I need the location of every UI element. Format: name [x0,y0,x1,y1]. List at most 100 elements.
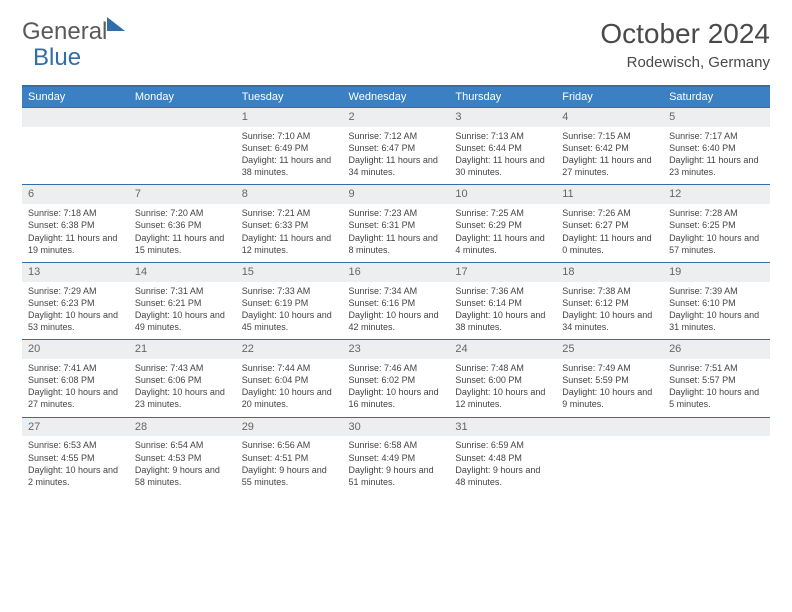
day-number: 27 [22,418,129,437]
day-cell: 10Sunrise: 7:25 AMSunset: 6:29 PMDayligh… [449,185,556,262]
sunrise-text: Sunrise: 7:26 AM [562,207,657,219]
day-body: Sunrise: 7:34 AMSunset: 6:16 PMDaylight:… [343,282,450,334]
day-number: 23 [343,340,450,359]
location-title: Rodewisch, Germany [600,54,770,71]
day-body: Sunrise: 7:43 AMSunset: 6:06 PMDaylight:… [129,359,236,411]
day-number: 4 [556,108,663,127]
day-number: 6 [22,185,129,204]
sunset-text: Sunset: 6:44 PM [455,142,550,154]
day-cell: 19Sunrise: 7:39 AMSunset: 6:10 PMDayligh… [663,262,770,339]
day-cell: 18Sunrise: 7:38 AMSunset: 6:12 PMDayligh… [556,262,663,339]
day-number: 12 [663,185,770,204]
day-number: 7 [129,185,236,204]
sunset-text: Sunset: 6:47 PM [349,142,444,154]
day-cell: 26Sunrise: 7:51 AMSunset: 5:57 PMDayligh… [663,340,770,417]
day-number: 25 [556,340,663,359]
day-number: 26 [663,340,770,359]
daylight-text: Daylight: 9 hours and 48 minutes. [455,464,550,488]
day-number: 16 [343,263,450,282]
day-cell: 3Sunrise: 7:13 AMSunset: 6:44 PMDaylight… [449,108,556,185]
day-cell: 9Sunrise: 7:23 AMSunset: 6:31 PMDaylight… [343,185,450,262]
day-body: Sunrise: 7:17 AMSunset: 6:40 PMDaylight:… [663,127,770,179]
day-cell: 11Sunrise: 7:26 AMSunset: 6:27 PMDayligh… [556,185,663,262]
sunrise-text: Sunrise: 7:15 AM [562,130,657,142]
sunrise-text: Sunrise: 6:54 AM [135,439,230,451]
sunrise-text: Sunrise: 7:29 AM [28,285,123,297]
daylight-text: Daylight: 10 hours and 2 minutes. [28,464,123,488]
day-number: 9 [343,185,450,204]
sunset-text: Sunset: 6:14 PM [455,297,550,309]
col-thu: Thursday [449,86,556,108]
brand-part2: Blue [33,44,81,72]
sunrise-text: Sunrise: 7:51 AM [669,362,764,374]
day-number: 5 [663,108,770,127]
col-sun: Sunday [22,86,129,108]
daylight-text: Daylight: 10 hours and 9 minutes. [562,386,657,410]
calendar-body: 1Sunrise: 7:10 AMSunset: 6:49 PMDaylight… [22,108,770,495]
day-cell: 12Sunrise: 7:28 AMSunset: 6:25 PMDayligh… [663,185,770,262]
sunset-text: Sunset: 6:02 PM [349,374,444,386]
day-body: Sunrise: 6:56 AMSunset: 4:51 PMDaylight:… [236,436,343,488]
sunset-text: Sunset: 5:59 PM [562,374,657,386]
daylight-text: Daylight: 10 hours and 31 minutes. [669,309,764,333]
sunrise-text: Sunrise: 7:49 AM [562,362,657,374]
day-body: Sunrise: 7:41 AMSunset: 6:08 PMDaylight:… [22,359,129,411]
daylight-text: Daylight: 11 hours and 15 minutes. [135,232,230,256]
day-number: 31 [449,418,556,437]
calendar-table: Sunday Monday Tuesday Wednesday Thursday… [22,85,770,494]
sunrise-text: Sunrise: 7:28 AM [669,207,764,219]
sunset-text: Sunset: 4:55 PM [28,452,123,464]
sunset-text: Sunset: 6:33 PM [242,219,337,231]
day-cell: 20Sunrise: 7:41 AMSunset: 6:08 PMDayligh… [22,340,129,417]
day-cell: 14Sunrise: 7:31 AMSunset: 6:21 PMDayligh… [129,262,236,339]
calendar-head: Sunday Monday Tuesday Wednesday Thursday… [22,86,770,108]
sunrise-text: Sunrise: 7:38 AM [562,285,657,297]
sunrise-text: Sunrise: 7:39 AM [669,285,764,297]
day-number: 17 [449,263,556,282]
day-cell: 4Sunrise: 7:15 AMSunset: 6:42 PMDaylight… [556,108,663,185]
day-body: Sunrise: 7:25 AMSunset: 6:29 PMDaylight:… [449,204,556,256]
sunrise-text: Sunrise: 7:43 AM [135,362,230,374]
week-row: 6Sunrise: 7:18 AMSunset: 6:38 PMDaylight… [22,185,770,262]
daylight-text: Daylight: 10 hours and 53 minutes. [28,309,123,333]
day-cell: 28Sunrise: 6:54 AMSunset: 4:53 PMDayligh… [129,417,236,494]
sunset-text: Sunset: 6:36 PM [135,219,230,231]
day-cell: 13Sunrise: 7:29 AMSunset: 6:23 PMDayligh… [22,262,129,339]
daylight-text: Daylight: 9 hours and 58 minutes. [135,464,230,488]
day-cell: 30Sunrise: 6:58 AMSunset: 4:49 PMDayligh… [343,417,450,494]
sunset-text: Sunset: 4:48 PM [455,452,550,464]
sunrise-text: Sunrise: 7:21 AM [242,207,337,219]
sunrise-text: Sunrise: 7:48 AM [455,362,550,374]
title-block: October 2024 Rodewisch, Germany [600,18,770,71]
day-body: Sunrise: 7:20 AMSunset: 6:36 PMDaylight:… [129,204,236,256]
sunrise-text: Sunrise: 7:25 AM [455,207,550,219]
day-number: 28 [129,418,236,437]
daylight-text: Daylight: 10 hours and 57 minutes. [669,232,764,256]
col-tue: Tuesday [236,86,343,108]
sunrise-text: Sunrise: 7:41 AM [28,362,123,374]
month-title: October 2024 [600,18,770,50]
col-fri: Friday [556,86,663,108]
daylight-text: Daylight: 11 hours and 27 minutes. [562,154,657,178]
day-cell: 27Sunrise: 6:53 AMSunset: 4:55 PMDayligh… [22,417,129,494]
day-body: Sunrise: 7:28 AMSunset: 6:25 PMDaylight:… [663,204,770,256]
sunrise-text: Sunrise: 7:23 AM [349,207,444,219]
daylight-text: Daylight: 10 hours and 12 minutes. [455,386,550,410]
sunrise-text: Sunrise: 7:20 AM [135,207,230,219]
sunset-text: Sunset: 6:12 PM [562,297,657,309]
sunrise-text: Sunrise: 7:34 AM [349,285,444,297]
day-number-empty [129,108,236,127]
daylight-text: Daylight: 10 hours and 49 minutes. [135,309,230,333]
brand-part1: General [22,18,107,46]
daylight-text: Daylight: 10 hours and 16 minutes. [349,386,444,410]
day-cell: 15Sunrise: 7:33 AMSunset: 6:19 PMDayligh… [236,262,343,339]
sunset-text: Sunset: 6:27 PM [562,219,657,231]
day-body: Sunrise: 7:26 AMSunset: 6:27 PMDaylight:… [556,204,663,256]
daylight-text: Daylight: 11 hours and 34 minutes. [349,154,444,178]
sunset-text: Sunset: 6:10 PM [669,297,764,309]
daylight-text: Daylight: 10 hours and 5 minutes. [669,386,764,410]
day-cell [129,108,236,185]
day-body: Sunrise: 7:46 AMSunset: 6:02 PMDaylight:… [343,359,450,411]
day-number: 3 [449,108,556,127]
day-body: Sunrise: 7:18 AMSunset: 6:38 PMDaylight:… [22,204,129,256]
